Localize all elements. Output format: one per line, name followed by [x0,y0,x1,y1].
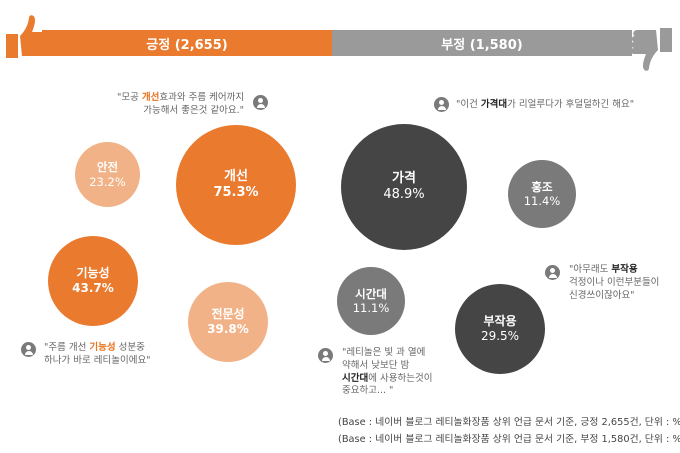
bubble-기능성: 기능성 43.7% [48,236,138,326]
bubble-value: 11.1% [352,301,390,315]
bubble-label: 개선 [224,168,248,184]
person-icon [434,97,449,112]
quote-text: 약해서 낮보단 밤 [342,359,410,371]
quote-text: "주름 개선 [44,342,90,353]
quote-text: 신경쓰이잖아요" [569,289,635,301]
bubble-value: 48.9% [383,187,425,202]
quote-text: 하나가 바로 레티놀이에요" [44,354,151,366]
bubble-전문성: 전문성 39.8% [188,282,268,362]
person-icon [253,95,268,110]
negative-bar: 부정 (1,580) [332,30,632,56]
thumbs-down-icon [631,28,672,71]
person-icon [318,348,333,363]
positive-bar: 긍정 (2,655) [42,30,332,56]
thumbs-up-icon [6,15,47,58]
bubble-value: 29.5% [480,329,520,343]
quote-text: 효과와 주름 케어까지 [159,92,245,103]
bubble-부작용: 부작용 29.5% [455,284,545,374]
bubble-label: 홍조 [531,179,553,194]
bubble-value: 11.4% [523,194,561,208]
bubble-label: 가격 [392,170,416,186]
bubble-value: 75.3% [213,185,259,200]
bubble-홍조: 홍조 11.4% [508,160,576,228]
negative-bar-label: 부정 (1,580) [441,37,523,53]
quote-text: "모공 [117,92,142,103]
quote-text: "레티놀은 빛 과 열에 [342,347,426,358]
quote-text: 에 사용하는것이 [368,372,433,384]
person-icon [545,265,560,280]
footnote-positive: (Base : 네이버 블로그 레티놀화장품 상위 언급 문서 기준, 긍정 2… [338,417,680,428]
bubble-시간대: 시간대 11.1% [337,267,405,335]
quote-highlight: 개선 [141,92,160,103]
quote-text: 가능해서 좋은것 같아요." [143,104,245,116]
quote-text: 성분중 [115,342,145,353]
positive-bar-label: 긍정 (2,655) [146,37,228,53]
person-icon [21,342,36,357]
quote-text: 가 리얼루다가 후덜덜하긴 해요" [507,99,635,110]
quote-text: 걱정이나 이런부분들이 [569,276,660,288]
bubble-label: 기능성 [76,266,110,280]
quote-highlight: 기능성 [89,342,116,353]
bubble-value: 39.8% [207,322,249,336]
bubble-안전: 안전 23.2% [75,142,140,207]
quote-3: "아무래도 부작용 걱정이나 이런부분들이 신경쓰이잖아요" [569,264,659,302]
bubble-label: 안전 [96,160,119,175]
quote-4: "주름 개선 기능성 성분중 하나가 바로 레티놀이에요" [44,342,151,368]
bubble-value: 43.7% [72,281,114,295]
quote-highlight: 시간대 [342,372,369,384]
quote-text: 중요하고... " [342,385,394,397]
bubble-label: 시간대 [355,286,387,301]
footnote-negative: (Base : 네이버 블로그 레티놀화장품 상위 언급 문서 기준, 부정 1… [338,434,680,445]
quote-2: "이건 가격대가 리얼루다가 후덜덜하긴 해요" [456,99,634,112]
quote-highlight: 부작용 [611,264,638,275]
quote-5: "레티놀은 빛 과 열에 약해서 낮보단 밤 시간대에 사용하는것이 중요하고.… [342,347,432,398]
quote-highlight: 가격대 [480,99,508,110]
bubble-개선: 개선 75.3% [176,125,296,245]
quote-text: "아무래도 [569,264,612,275]
bubble-value: 23.2% [89,174,126,189]
quote-text: "이건 [456,99,481,110]
bubble-label: 전문성 [211,307,245,321]
bubble-가격: 가격 48.9% [341,124,467,250]
quote-1: "모공 개선효과와 주름 케어까지 가능해서 좋은것 같아요." [117,92,244,118]
bubble-label: 부작용 [483,314,517,328]
